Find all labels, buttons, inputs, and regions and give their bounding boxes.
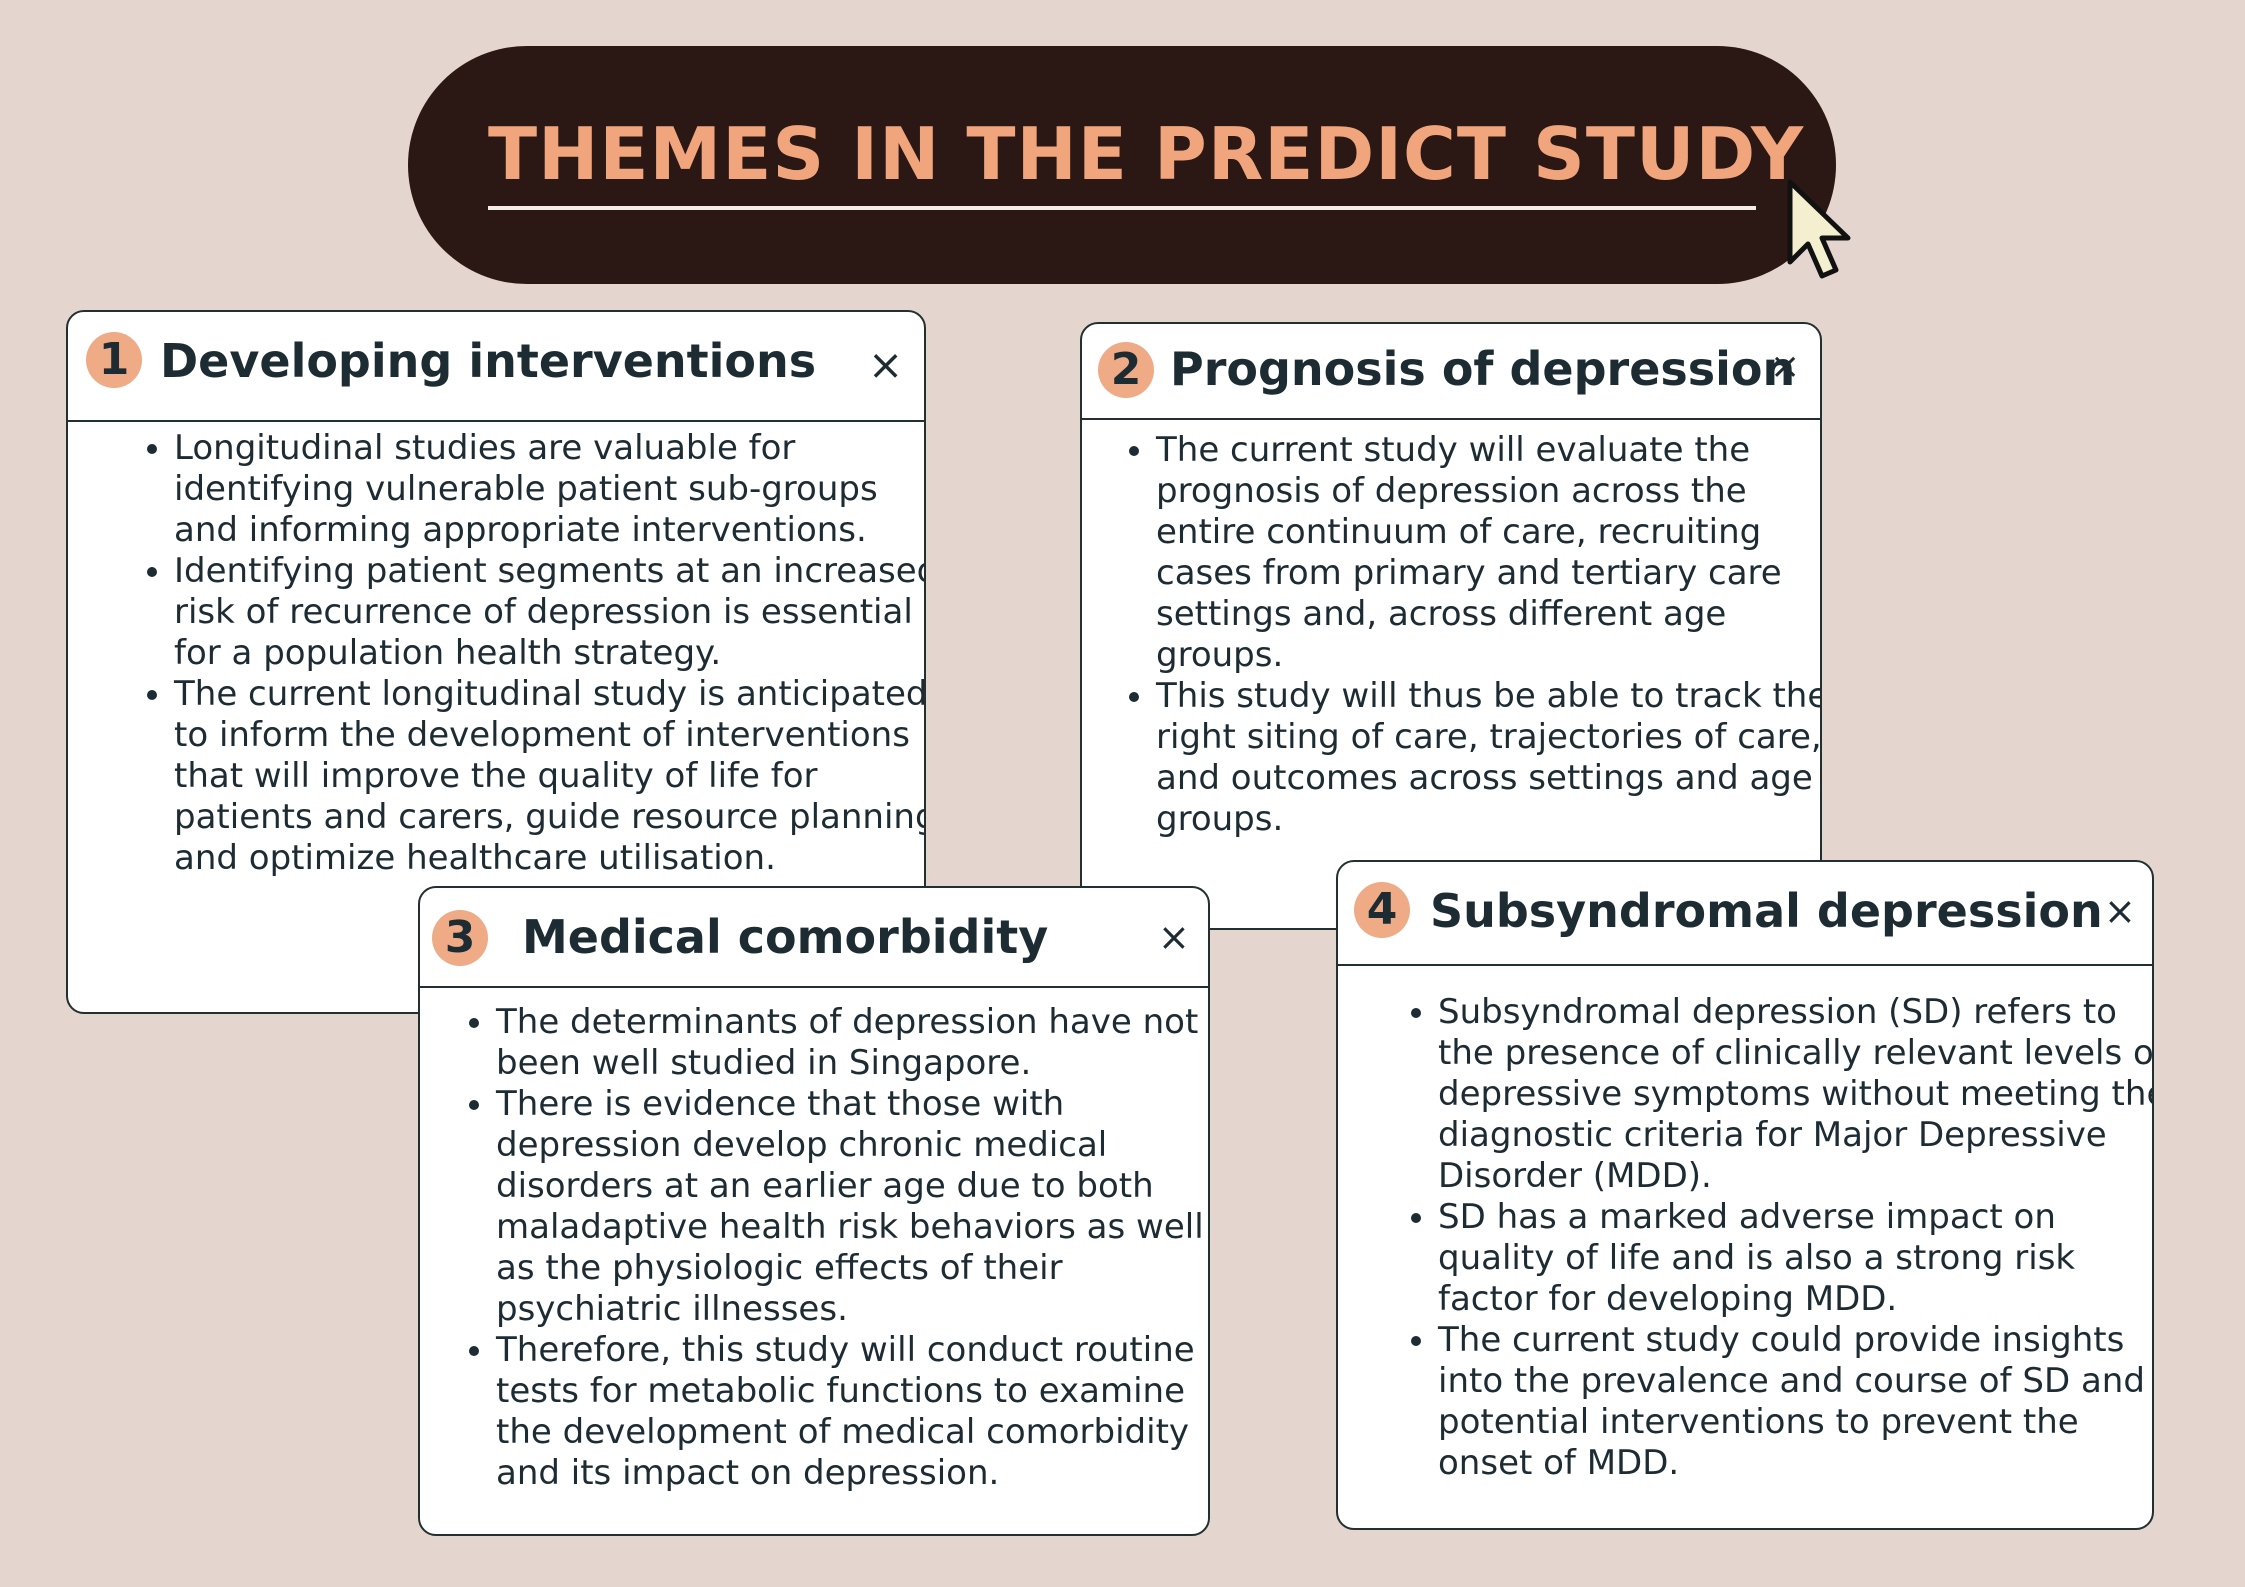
- list-item: SD has a marked adverse impact on qualit…: [1438, 1197, 2152, 1320]
- card-number-badge: 4: [1354, 882, 1410, 938]
- bullet-list: Longitudinal studies are valuable for id…: [142, 428, 924, 879]
- close-icon[interactable]: ×: [2104, 889, 2136, 933]
- list-item: Longitudinal studies are valuable for id…: [174, 428, 924, 551]
- card-title: Developing interventions: [160, 334, 817, 388]
- list-item: The current study will evaluate the prog…: [1156, 430, 1820, 676]
- card-number-badge: 3: [432, 910, 488, 966]
- card-header: 1 Developing interventions ×: [68, 312, 924, 422]
- title-banner: [408, 46, 1836, 284]
- card-title: Prognosis of depression: [1170, 342, 1796, 396]
- card-number-badge: 1: [86, 332, 142, 388]
- list-item: Subsyndromal depression (SD) refers to t…: [1438, 992, 2152, 1197]
- bullet-list: The determinants of depression have not …: [464, 1002, 1208, 1494]
- theme-card-developing-interventions: 1 Developing interventions × Longitudina…: [66, 310, 926, 1014]
- bullet-list: The current study will evaluate the prog…: [1124, 430, 1820, 840]
- theme-card-subsyndromal-depression: 4 Subsyndromal depression × Subsyndromal…: [1336, 860, 2154, 1530]
- close-icon[interactable]: ×: [1770, 346, 1801, 387]
- theme-card-prognosis-of-depression: 2 Prognosis of depression × The current …: [1080, 322, 1822, 930]
- close-icon[interactable]: ×: [868, 340, 904, 389]
- arrow-pointer-icon: [1787, 179, 1851, 279]
- card-title: Medical comorbidity: [522, 910, 1049, 964]
- title-underline: [488, 206, 1756, 210]
- card-number-badge: 2: [1098, 342, 1154, 398]
- close-icon[interactable]: ×: [1158, 915, 1190, 959]
- list-item: There is evidence that those with depres…: [496, 1084, 1208, 1330]
- list-item: Identifying patient segments at an incre…: [174, 551, 924, 674]
- card-header: 3 Medical comorbidity ×: [420, 888, 1208, 988]
- card-header: 2 Prognosis of depression ×: [1082, 324, 1820, 420]
- theme-card-medical-comorbidity: 3 Medical comorbidity × The determinants…: [418, 886, 1210, 1536]
- page-title: THEMES IN THE PREDICT STUDY: [488, 112, 1805, 196]
- list-item: Therefore, this study will conduct routi…: [496, 1330, 1208, 1494]
- list-item: The determinants of depression have not …: [496, 1002, 1208, 1084]
- list-item: The current longitudinal study is antici…: [174, 674, 924, 879]
- bullet-list: Subsyndromal depression (SD) refers to t…: [1406, 992, 2152, 1484]
- card-title: Subsyndromal depression: [1430, 884, 2103, 938]
- card-header: 4 Subsyndromal depression ×: [1338, 862, 2152, 966]
- list-item: The current study could provide insights…: [1438, 1320, 2152, 1484]
- list-item: This study will thus be able to track th…: [1156, 676, 1820, 840]
